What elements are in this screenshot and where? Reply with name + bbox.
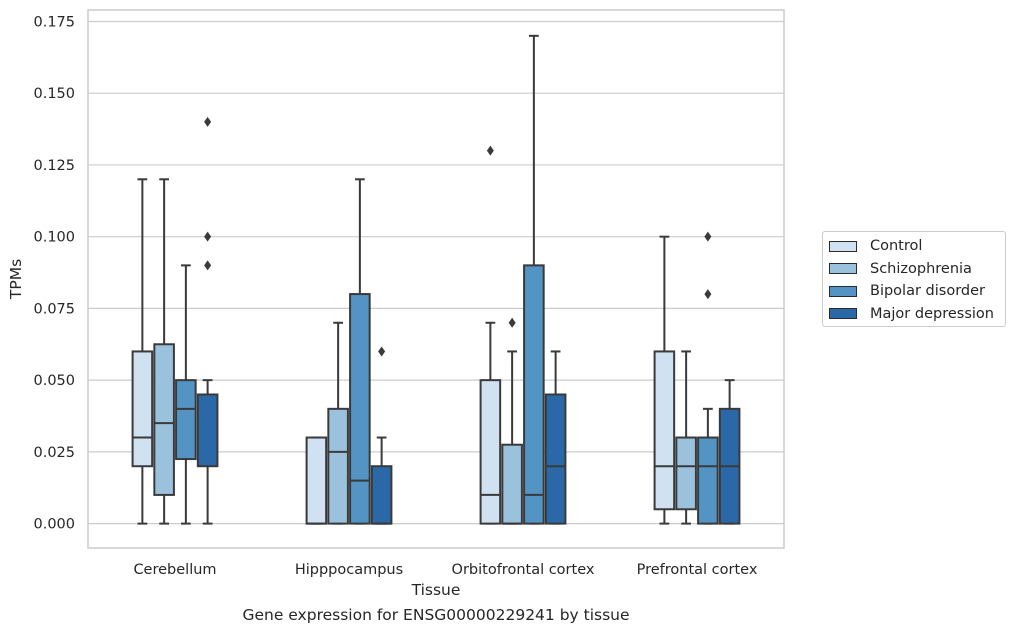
box-group <box>370 346 393 525</box>
legend-item: Schizophrenia <box>829 258 1005 281</box>
outlier-marker <box>378 346 386 357</box>
legend-swatch <box>829 263 857 275</box>
box <box>327 407 349 525</box>
box-group <box>718 379 741 525</box>
y-tick-label: 0.025 <box>33 445 75 461</box>
box-group <box>697 231 719 525</box>
legend-swatch <box>829 308 857 320</box>
outlier-marker <box>486 145 494 156</box>
box <box>501 443 523 525</box>
legend-item: Control <box>829 235 1005 258</box>
box <box>349 293 371 525</box>
legend-swatch <box>829 240 857 252</box>
box-group <box>501 317 523 525</box>
legend-item: Major depression <box>829 303 1005 326</box>
y-tick-label: 0.050 <box>33 373 75 389</box>
box <box>153 343 175 496</box>
y-tick-label: 0.175 <box>33 14 75 30</box>
box-group <box>175 264 197 525</box>
box-group <box>327 321 349 525</box>
x-tick-label: Prefrontal cortex <box>637 562 758 578</box>
box <box>305 436 328 525</box>
y-tick-label: 0.150 <box>33 86 75 102</box>
legend-label: Major depression <box>870 305 994 322</box>
boxes <box>131 34 741 525</box>
legend-label: Schizophrenia <box>870 260 972 277</box>
legend-item: Bipolar disorder <box>829 280 1005 303</box>
y-tick-label: 0.000 <box>33 517 75 533</box>
box <box>675 436 697 511</box>
box <box>479 379 502 525</box>
box <box>544 393 567 525</box>
box <box>131 350 154 468</box>
box-group <box>653 235 676 525</box>
x-tick-label: Hipppocampus <box>295 562 403 578</box>
y-tick-labels: 0.000 0.025 0.050 0.075 0.100 0.125 0.150 0.175 <box>33 14 75 532</box>
box <box>196 393 219 468</box>
outlier-marker <box>704 231 712 242</box>
box-group <box>675 350 697 525</box>
x-axis-label: Tissue <box>411 581 461 599</box>
plot-frame <box>87 9 785 549</box>
outlier-marker <box>204 260 212 271</box>
box-group <box>131 178 154 525</box>
x-tick-label: Orbitofrontal cortex <box>452 562 595 578</box>
y-tick-label: 0.100 <box>33 230 75 246</box>
legend-label: Control <box>870 238 923 255</box>
box <box>697 436 719 525</box>
box-group <box>196 116 219 525</box>
legend: Control Schizophrenia Bipolar disorder M… <box>822 231 1006 327</box>
outlier-marker <box>204 116 212 127</box>
box-group <box>305 436 328 525</box>
box <box>653 350 676 511</box>
box-group <box>153 178 175 525</box>
outlier-marker <box>508 317 516 328</box>
x-tick-label: Cerebellum <box>133 562 216 578</box>
box-group <box>544 350 567 525</box>
legend-label: Bipolar disorder <box>870 283 985 300</box>
box-group <box>349 178 371 525</box>
box <box>175 379 197 461</box>
y-tick-label: 0.125 <box>33 158 75 174</box>
outlier-marker <box>704 289 712 300</box>
box-group <box>479 145 502 525</box>
box <box>370 465 393 525</box>
legend-swatch <box>829 285 857 297</box>
box <box>523 264 545 525</box>
outlier-marker <box>204 231 212 242</box>
box-group <box>523 34 545 525</box>
x-tick-labels: Cerebellum Hipppocampus Orbitofrontal cort… <box>133 562 757 578</box>
y-tick-label: 0.075 <box>33 301 75 317</box>
y-axis-label: TPMs <box>7 259 25 300</box>
figure-caption: Gene expression for ENSG00000229241 by t… <box>242 606 630 624</box>
